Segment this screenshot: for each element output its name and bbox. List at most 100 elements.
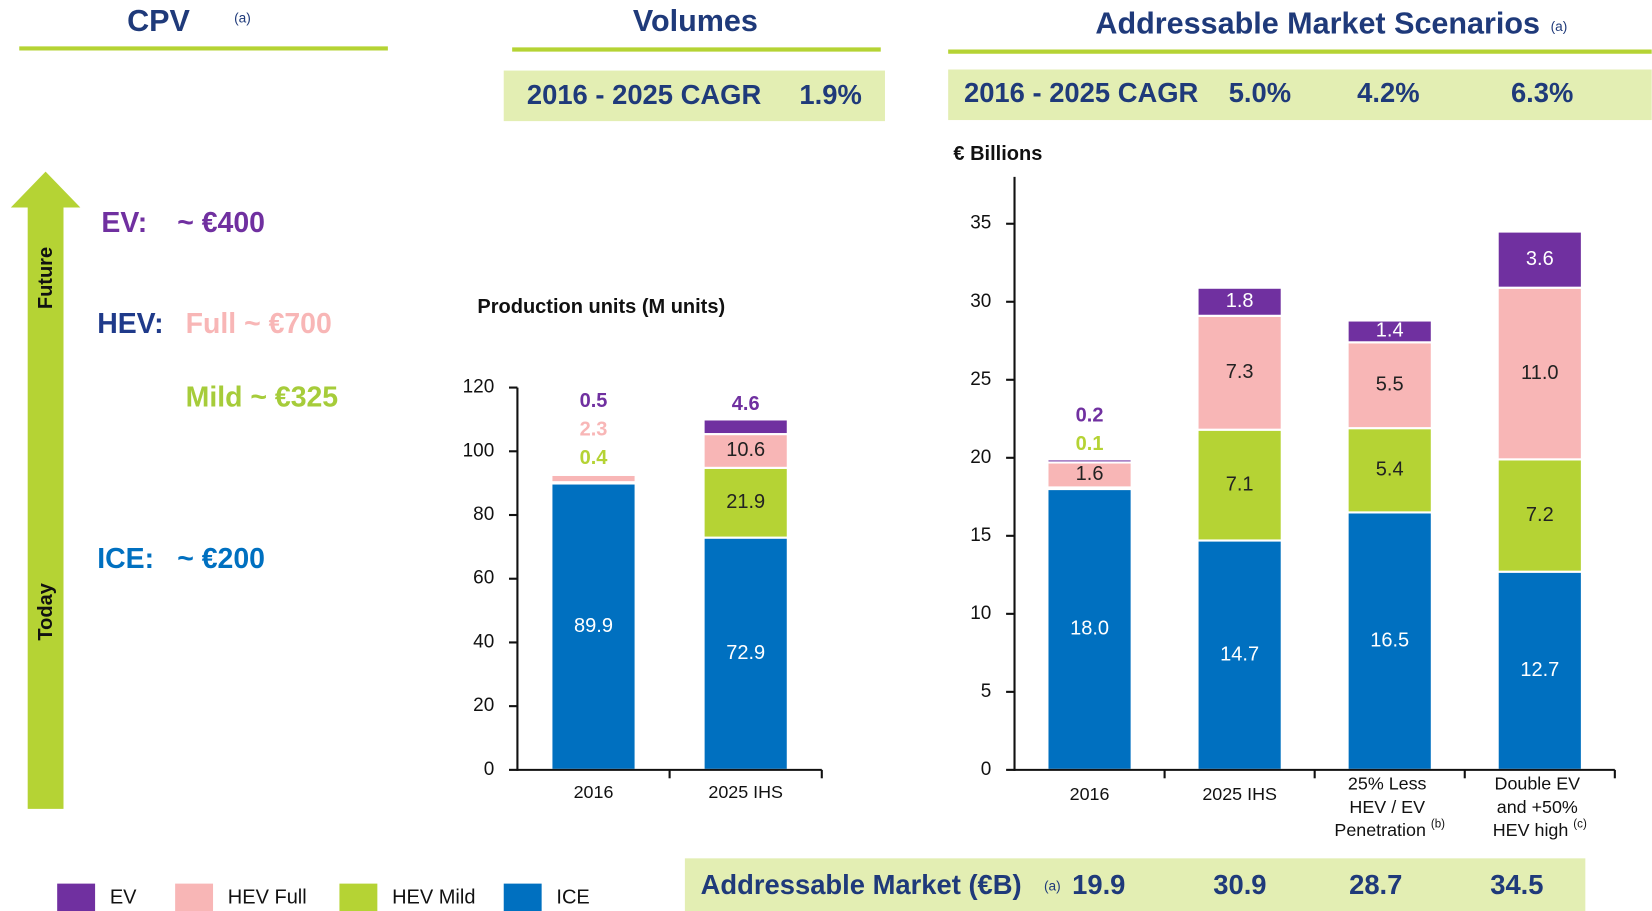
data-label: 7.1 — [1226, 473, 1254, 495]
bar-segment — [702, 433, 789, 469]
market-title: Addressable Market Scenarios — [1095, 6, 1540, 40]
total-value: 19.9 — [1072, 869, 1125, 900]
bar-segment — [1496, 286, 1583, 461]
bar-segment — [1346, 319, 1433, 344]
bar-segment — [1346, 427, 1433, 514]
legend-label: HEV Mild — [392, 887, 475, 909]
cagr-box — [503, 70, 885, 122]
data-label: 0.4 — [580, 447, 609, 469]
cagr-value: 6.3% — [1511, 77, 1573, 108]
cpv-text: ~ €200 — [177, 543, 265, 575]
bar-segment — [1496, 230, 1583, 289]
market-note: (a) — [1551, 19, 1568, 34]
data-label: 7.3 — [1226, 361, 1254, 383]
cpv-note: (a) — [234, 11, 251, 26]
y-tick-label: 15 — [970, 525, 991, 546]
y-tick-label: 5 — [981, 681, 992, 702]
total-value: 34.5 — [1490, 869, 1543, 900]
bar-segment — [702, 418, 789, 436]
cagr-box — [948, 69, 1652, 121]
bar-segment — [1196, 314, 1283, 431]
cpv-text: ~ €400 — [177, 207, 265, 239]
y-tick-label: 120 — [463, 377, 495, 398]
arrow-label: Today — [35, 582, 57, 640]
y-tick-label: 20 — [473, 695, 494, 716]
data-label: 5.4 — [1376, 459, 1404, 481]
data-label: 12.7 — [1520, 659, 1559, 681]
bar-segment — [550, 473, 637, 484]
y-tick-label: 30 — [970, 291, 991, 312]
arrow-label: Future — [35, 247, 57, 309]
y-tick-label: 35 — [970, 213, 991, 234]
x-tick-label: 2016 — [574, 782, 614, 802]
data-label: 0.1 — [1076, 433, 1104, 455]
bar-segment — [1196, 428, 1283, 542]
legend-swatch — [503, 883, 542, 911]
x-tick-label: 2025 IHS — [1202, 784, 1277, 804]
y-tick-label: 80 — [473, 504, 494, 525]
data-label: 1.8 — [1226, 290, 1254, 312]
data-label: 21.9 — [726, 491, 765, 513]
bar-segment — [550, 482, 637, 771]
total-value: 28.7 — [1349, 869, 1402, 900]
bar-segment — [1046, 487, 1133, 771]
y-tick-label: 60 — [473, 568, 494, 589]
cpv-title: CPV — [127, 4, 190, 38]
bar-segment — [1346, 341, 1433, 430]
cagr-value: 5.0% — [1229, 77, 1291, 108]
data-label: 1.6 — [1076, 463, 1104, 485]
data-label: 11.0 — [1521, 362, 1558, 384]
y-axis-label: € Billions — [953, 143, 1042, 165]
bar-segment — [1196, 286, 1283, 317]
data-label: 16.5 — [1370, 629, 1409, 651]
y-tick-label: 20 — [970, 447, 991, 468]
cagr-value: 4.2% — [1357, 77, 1419, 108]
x-tick-label: Double EV and +50% HEV high (c) — [1493, 773, 1587, 839]
y-tick-label: 0 — [484, 759, 495, 780]
data-label: 72.9 — [726, 642, 765, 664]
cagr-value: 1.9% — [799, 79, 861, 110]
bar-segment — [1496, 458, 1583, 573]
x-tick-label: 2025 IHS — [708, 782, 783, 802]
volumes-title: Volumes — [633, 4, 758, 38]
bar-segment — [702, 466, 789, 539]
data-label: 89.9 — [574, 615, 613, 637]
cpv-label: HEV: — [97, 308, 163, 340]
x-tick-label: 25% Less HEV / EV Penetration (b) — [1334, 773, 1445, 839]
data-label: 4.6 — [732, 393, 760, 415]
legend-label: HEV Full — [228, 887, 307, 909]
cpv-label: ICE: — [97, 543, 154, 575]
data-label: 10.6 — [726, 439, 765, 461]
cpv-label: EV: — [101, 207, 147, 239]
bar-segment — [702, 536, 789, 771]
data-label: 0.5 — [580, 390, 608, 412]
legend-swatch — [339, 883, 378, 911]
cagr-label: 2016 - 2025 CAGR — [527, 79, 762, 110]
data-label: 14.7 — [1220, 643, 1259, 665]
x-tick-label: 2016 — [1070, 784, 1110, 804]
data-label: 0.2 — [1076, 404, 1104, 426]
data-label: 18.0 — [1070, 618, 1109, 640]
y-tick-label: 25 — [970, 369, 991, 390]
data-label: 1.4 — [1376, 320, 1404, 342]
total-note: (a) — [1044, 878, 1061, 893]
legend-swatch — [175, 883, 214, 911]
cpv-text: Full ~ €700 — [186, 308, 332, 340]
legend-label: EV — [110, 887, 137, 909]
y-tick-label: 40 — [473, 631, 494, 652]
y-tick-label: 0 — [981, 759, 992, 780]
data-label: 3.6 — [1526, 248, 1554, 270]
cagr-label: 2016 - 2025 CAGR — [964, 77, 1199, 108]
y-axis-label: Production units (M units) — [477, 296, 725, 318]
bar-segment — [550, 472, 637, 476]
y-tick-label: 100 — [463, 440, 495, 461]
data-label: 2.3 — [580, 418, 608, 440]
data-label: 7.2 — [1526, 504, 1554, 526]
cpv-arrow — [10, 171, 81, 809]
bar-segment — [1046, 458, 1133, 464]
total-label: Addressable Market (€B) — [701, 869, 1022, 900]
data-label: 5.5 — [1376, 374, 1404, 396]
y-tick-label: 10 — [970, 603, 991, 624]
total-box — [684, 858, 1586, 911]
